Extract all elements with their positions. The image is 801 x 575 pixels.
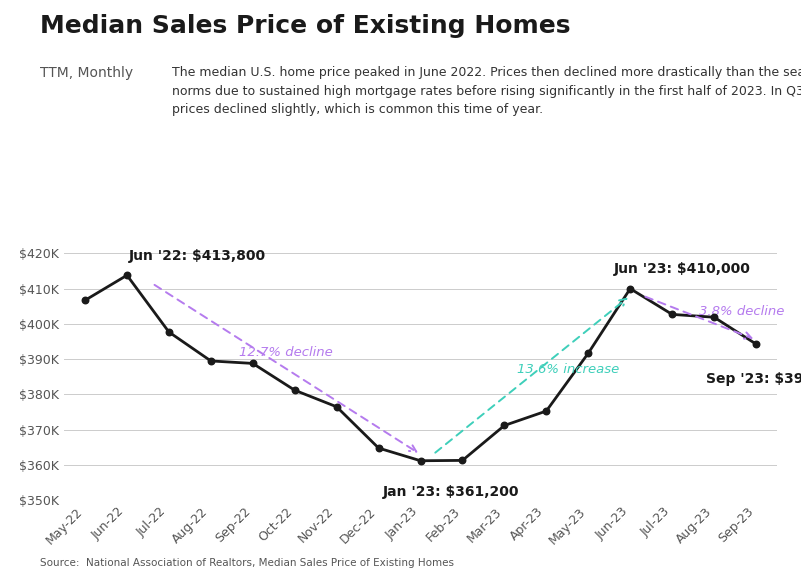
Text: 13.6% increase: 13.6% increase bbox=[517, 363, 619, 376]
Text: 3.8% decline: 3.8% decline bbox=[699, 305, 785, 318]
Text: Source:  National Association of Realtors, Median Sales Price of Existing Homes: Source: National Association of Realtors… bbox=[40, 558, 454, 568]
Text: Median Sales Price of Existing Homes: Median Sales Price of Existing Homes bbox=[40, 14, 570, 39]
Point bbox=[78, 296, 91, 305]
Point bbox=[163, 327, 175, 336]
Point bbox=[456, 456, 469, 465]
Point bbox=[582, 348, 594, 358]
Point bbox=[414, 456, 427, 465]
Text: Jun '22: $413,800: Jun '22: $413,800 bbox=[129, 249, 266, 263]
Text: TTM, Monthly: TTM, Monthly bbox=[40, 66, 133, 80]
Point bbox=[330, 402, 343, 411]
Point bbox=[288, 386, 301, 395]
Point bbox=[121, 271, 134, 280]
Point bbox=[247, 359, 260, 368]
Point bbox=[498, 421, 511, 430]
Point bbox=[624, 284, 637, 293]
Text: Jan '23: $361,200: Jan '23: $361,200 bbox=[383, 485, 519, 500]
Point bbox=[372, 443, 385, 453]
Point bbox=[707, 313, 720, 322]
Point bbox=[750, 339, 763, 348]
Point bbox=[540, 407, 553, 416]
Point bbox=[666, 310, 678, 319]
Point bbox=[204, 356, 217, 366]
Text: The median U.S. home price peaked in June 2022. Prices then declined more drasti: The median U.S. home price peaked in Jun… bbox=[172, 66, 801, 116]
Text: 12.7% decline: 12.7% decline bbox=[239, 346, 333, 359]
Text: Jun '23: $410,000: Jun '23: $410,000 bbox=[614, 262, 751, 277]
Text: Sep '23: $394,300: Sep '23: $394,300 bbox=[706, 372, 801, 386]
